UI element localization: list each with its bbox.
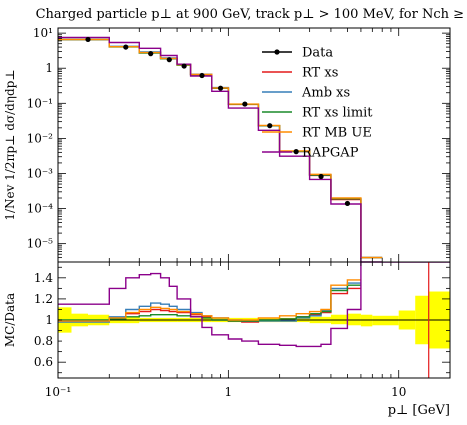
main-frame — [57, 27, 451, 263]
main-y-axis-label: 1/Nev 1/2πp⊥ dσ/dηdp⊥ — [3, 69, 17, 220]
ratio-series-rt-mb-ue — [58, 279, 361, 322]
data-point — [181, 63, 187, 69]
legend-label: Amb xs — [301, 86, 350, 101]
ratio-y-tick-label: 1.2 — [34, 292, 53, 306]
legend-label: RT xs limit — [302, 106, 373, 121]
main-series-rapgap — [58, 36, 383, 262]
data-point — [318, 173, 324, 180]
data-point — [217, 85, 224, 91]
x-axis-label: p⊥ [GeV] — [388, 403, 450, 418]
x-tick-label: 10 — [391, 385, 406, 399]
x-tick-label: 1 — [225, 385, 233, 399]
y-tick-label: 10⁻⁴ — [27, 202, 54, 216]
y-tick-label: 10⁻⁵ — [27, 237, 54, 251]
data-point — [85, 36, 91, 43]
data-point — [123, 44, 129, 50]
y-tick-label: 10⁻³ — [27, 166, 54, 180]
band-segment — [372, 315, 399, 326]
y-tick-label: 10⁻² — [27, 131, 54, 145]
legend-label: RT MB UE — [302, 126, 372, 141]
main-series-group — [58, 36, 383, 262]
data-point — [293, 149, 299, 155]
band-segment — [330, 314, 348, 325]
ratio-y-axis-label: MC/Data — [3, 293, 17, 347]
y-tick-label: 1 — [45, 61, 53, 75]
data-point — [344, 200, 351, 207]
ratio-series-rt-xs-limit — [58, 284, 361, 322]
data-point — [267, 123, 273, 129]
data-point — [242, 101, 248, 107]
ratio-series-rapgap — [58, 262, 450, 348]
legend-label: RT xs — [302, 66, 338, 81]
y-tick-label: 10⁻¹ — [27, 96, 53, 110]
data-point — [148, 51, 154, 57]
x-tick-label: 10⁻¹ — [45, 385, 71, 399]
y-tick-label: 10¹ — [33, 26, 53, 40]
legend-label: RAPGAP — [302, 146, 359, 161]
band-segment — [360, 314, 373, 327]
ratio-y-tick-label: 1 — [45, 313, 53, 327]
band-segment — [347, 313, 361, 326]
legend-marker — [274, 49, 280, 55]
ratio-y-tick-label: 1.4 — [34, 271, 53, 285]
data-point — [166, 57, 172, 63]
ratio-y-tick-label: 0.6 — [34, 355, 53, 369]
plot-title: Charged particle p⊥ at 900 GeV, track p⊥… — [36, 7, 467, 22]
ratio-series-group — [58, 262, 450, 348]
legend-label: Data — [302, 46, 333, 61]
data-point — [199, 72, 205, 79]
ratio-y-tick-label: 0.8 — [34, 334, 53, 348]
